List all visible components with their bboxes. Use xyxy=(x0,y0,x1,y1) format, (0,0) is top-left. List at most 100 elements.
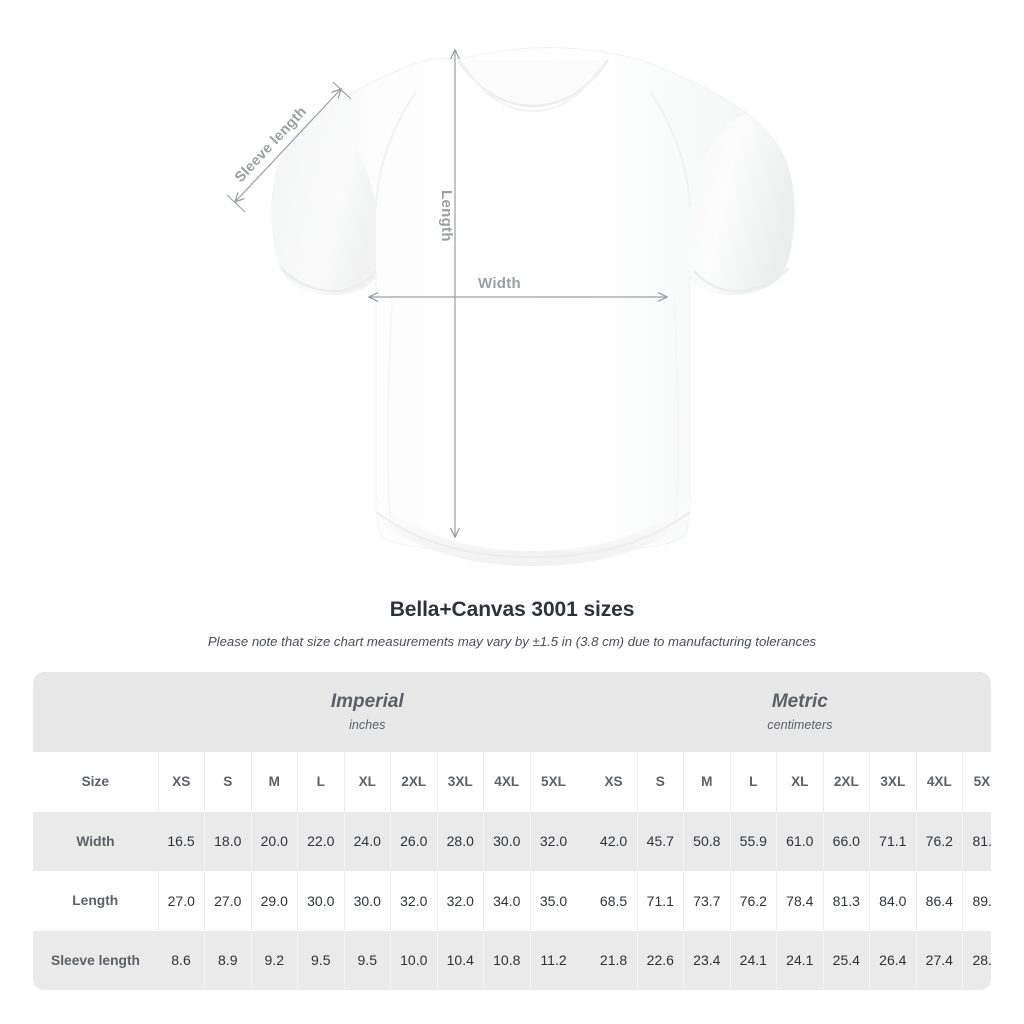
cell-width-imperial-5xl: 32.0 xyxy=(529,811,577,871)
size-header-row: Size XS S M L XL 2XL 3XL 4XL 5XL XS S M … xyxy=(33,752,991,812)
size-chart-table: Imperial inches Metric centimeters Size … xyxy=(33,672,991,990)
size-header-imperial-4xl: 4XL xyxy=(483,752,530,812)
size-header-gap xyxy=(576,752,591,812)
size-header-imperial-s: S xyxy=(204,752,251,812)
sleeve-length-arrow xyxy=(235,89,341,202)
cell-length-imperial-3xl: 32.0 xyxy=(436,871,484,931)
cell-width-imperial-3xl: 28.0 xyxy=(436,811,484,871)
cell-sleeve-metric-3xl: 26.4 xyxy=(869,930,917,990)
sleeve-tick-bottom xyxy=(226,194,246,213)
cell-sleeve-metric-l: 24.1 xyxy=(729,930,777,990)
cell-width-metric-2xl: 66.0 xyxy=(822,811,870,871)
cell-sleeve-imperial-5xl: 11.2 xyxy=(529,930,577,990)
size-header-imperial-xl: XL xyxy=(343,752,391,812)
tolerance-note: Please note that size chart measurements… xyxy=(207,634,817,649)
cell-width-imperial-m: 20.0 xyxy=(250,811,298,871)
cell-sleeve-metric-s: 22.6 xyxy=(636,930,684,990)
cell-length-imperial-m: 29.0 xyxy=(250,871,298,931)
metric-label: Metric xyxy=(771,691,828,713)
sleeve-row-gap xyxy=(576,930,591,990)
imperial-label: Imperial xyxy=(330,691,404,713)
cell-length-imperial-l: 30.0 xyxy=(297,871,344,931)
cell-length-imperial-xs: 27.0 xyxy=(157,871,205,931)
cell-width-metric-5xl: 81.3 xyxy=(962,811,991,871)
size-header-metric-s: S xyxy=(636,752,684,812)
cell-sleeve-imperial-l: 9.5 xyxy=(297,930,344,990)
cell-length-metric-5xl: 89.0 xyxy=(962,871,991,931)
metric-unit-header: Metric centimeters xyxy=(590,672,991,752)
cell-sleeve-metric-4xl: 27.4 xyxy=(915,930,963,990)
cell-length-metric-s: 71.1 xyxy=(636,871,684,931)
cell-length-metric-xs: 68.5 xyxy=(590,871,638,931)
chart-heading: Bella+Canvas 3001 sizes Please note that… xyxy=(0,598,1024,649)
unit-divider-gap xyxy=(576,672,591,752)
length-dimension-label: Length xyxy=(438,190,455,242)
size-header-metric-m: M xyxy=(683,752,731,812)
cell-length-metric-4xl: 86.4 xyxy=(915,871,963,931)
cell-length-metric-2xl: 81.3 xyxy=(822,871,870,931)
table-row: Length 27.0 27.0 29.0 30.0 30.0 32.0 32.… xyxy=(33,871,991,931)
cell-sleeve-imperial-3xl: 10.4 xyxy=(436,930,484,990)
size-chart-table-wrap: Imperial inches Metric centimeters Size … xyxy=(33,672,991,990)
size-header-metric-l: L xyxy=(729,752,777,812)
size-header-metric-4xl: 4XL xyxy=(915,752,963,812)
unit-system-row: Imperial inches Metric centimeters xyxy=(33,672,991,752)
length-row-gap xyxy=(576,871,591,931)
cell-length-imperial-xl: 30.0 xyxy=(343,871,391,931)
cell-length-metric-xl: 78.4 xyxy=(776,871,824,931)
cell-width-metric-s: 45.7 xyxy=(636,811,684,871)
measurement-guides xyxy=(226,50,667,537)
size-header-imperial-5xl: 5XL xyxy=(529,752,577,812)
cell-sleeve-imperial-xl: 9.5 xyxy=(343,930,391,990)
tshirt-diagram-svg xyxy=(226,47,795,566)
cell-sleeve-imperial-m: 9.2 xyxy=(250,930,298,990)
cell-length-imperial-2xl: 32.0 xyxy=(390,871,437,931)
size-header-imperial-xs: XS xyxy=(157,752,205,812)
cell-length-metric-l: 76.2 xyxy=(729,871,777,931)
cell-width-imperial-xs: 16.5 xyxy=(158,811,205,871)
tshirt-illustration: Width Length Sleeve length xyxy=(226,47,795,566)
cell-width-metric-3xl: 71.1 xyxy=(869,811,917,871)
cell-width-metric-xs: 42.0 xyxy=(590,811,638,871)
cell-length-metric-m: 73.7 xyxy=(683,871,731,931)
cell-width-imperial-l: 22.0 xyxy=(297,811,344,871)
cell-sleeve-metric-xl: 24.1 xyxy=(776,930,824,990)
cell-sleeve-imperial-2xl: 10.0 xyxy=(390,930,437,990)
row-label-length: Length xyxy=(33,871,158,931)
cell-length-imperial-5xl: 35.0 xyxy=(529,871,577,931)
size-header-metric-5xl: 5XL xyxy=(962,752,991,812)
cell-sleeve-imperial-4xl: 10.8 xyxy=(483,930,530,990)
size-header-imperial-2xl: 2XL xyxy=(390,752,437,812)
cell-length-metric-3xl: 84.0 xyxy=(869,871,917,931)
cell-sleeve-imperial-xs: 8.6 xyxy=(158,930,205,990)
row-label-width: Width xyxy=(33,811,158,871)
imperial-unit-header: Imperial inches xyxy=(158,672,577,752)
width-row-gap xyxy=(576,811,591,871)
cell-sleeve-metric-2xl: 25.4 xyxy=(822,930,870,990)
size-header-metric-3xl: 3XL xyxy=(869,752,917,812)
size-header-imperial-l: L xyxy=(297,752,344,812)
cell-width-imperial-4xl: 30.0 xyxy=(483,811,530,871)
cell-length-imperial-s: 27.0 xyxy=(204,871,251,931)
size-header-imperial-m: M xyxy=(250,752,298,812)
size-header-metric-xl: XL xyxy=(776,752,824,812)
cell-sleeve-metric-m: 23.4 xyxy=(683,930,731,990)
page-title: Bella+Canvas 3001 sizes xyxy=(389,598,635,621)
sleeve-tick-top xyxy=(332,81,352,100)
size-row-label: Size xyxy=(33,752,158,812)
width-dimension-label: Width xyxy=(478,275,522,292)
tshirt-shape xyxy=(271,47,795,566)
size-header-metric-2xl: 2XL xyxy=(822,752,870,812)
row-label-sleeve-length: Sleeve length xyxy=(33,930,158,990)
unit-row-corner xyxy=(33,672,158,752)
cell-length-imperial-4xl: 34.0 xyxy=(483,871,530,931)
cell-width-metric-xl: 61.0 xyxy=(776,811,824,871)
metric-sub-label: centimeters xyxy=(767,717,833,732)
cell-width-imperial-s: 18.0 xyxy=(204,811,251,871)
imperial-sub-label: inches xyxy=(349,717,386,732)
cell-sleeve-imperial-s: 8.9 xyxy=(204,930,251,990)
table-row: Sleeve length 8.6 8.9 9.2 9.5 9.5 10.0 1… xyxy=(33,930,991,990)
table-row: Width 16.5 18.0 20.0 22.0 24.0 26.0 28.0… xyxy=(33,811,991,871)
cell-width-imperial-2xl: 26.0 xyxy=(390,811,437,871)
